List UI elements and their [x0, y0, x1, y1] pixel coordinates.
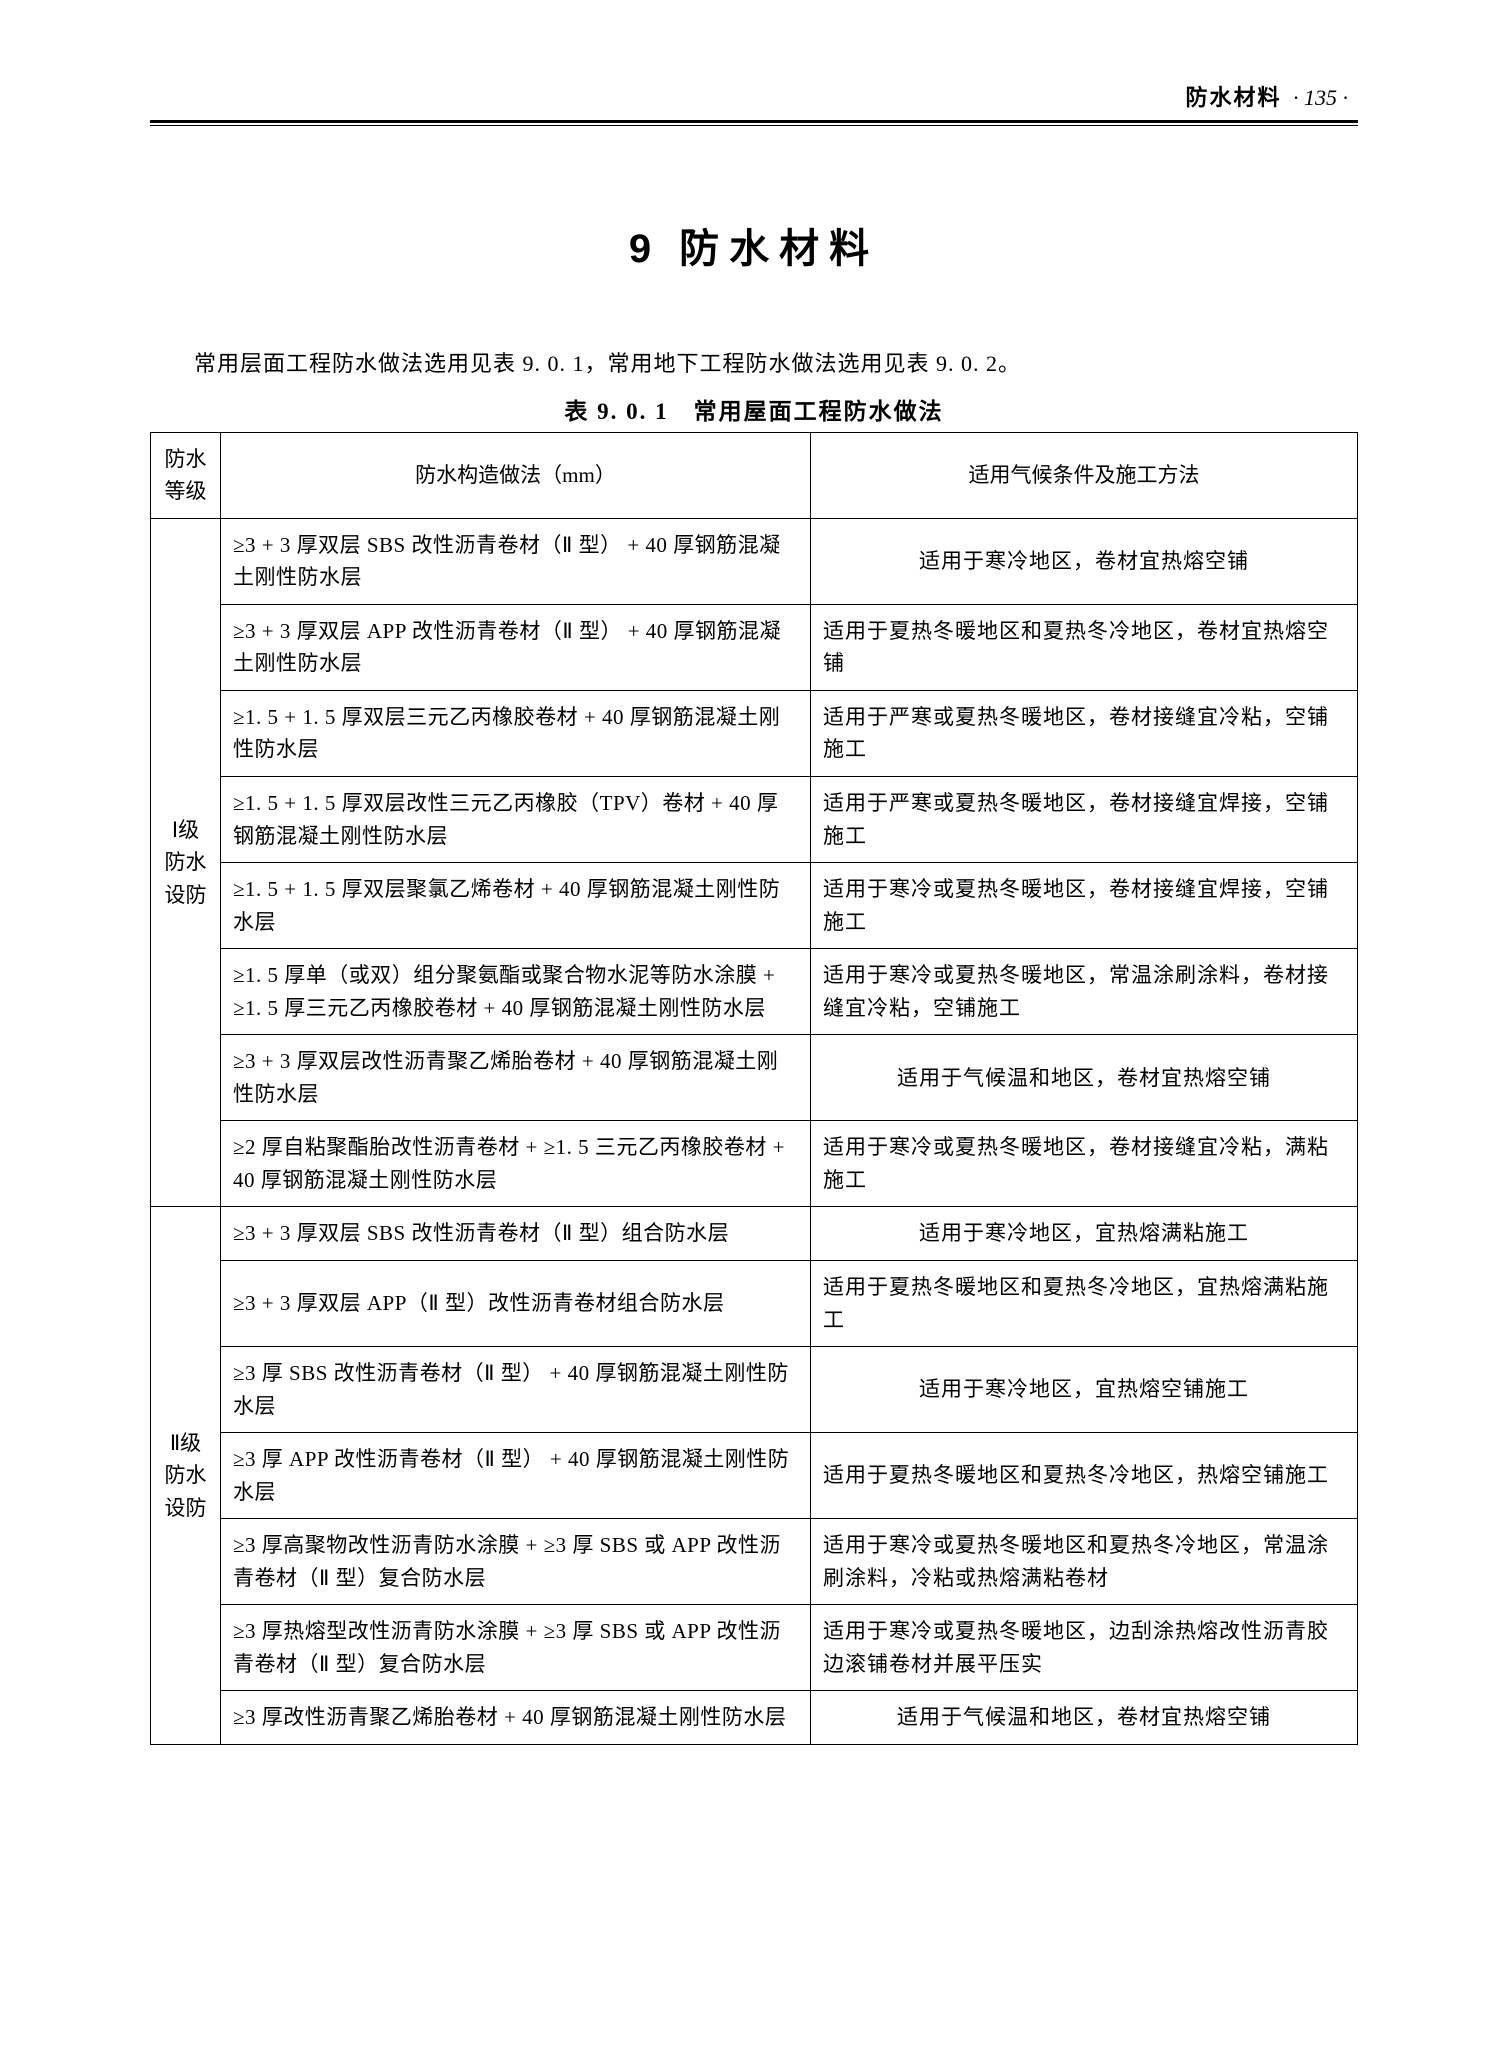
method-cell: ≥3 厚高聚物改性沥青防水涂膜 + ≥3 厚 SBS 或 APP 改性沥青卷材（…	[221, 1519, 811, 1605]
table-row: ≥3 厚高聚物改性沥青防水涂膜 + ≥3 厚 SBS 或 APP 改性沥青卷材（…	[151, 1519, 1358, 1605]
col-header-grade: 防水等级	[151, 432, 221, 518]
table-row: ≥1. 5 厚单（或双）组分聚氨酯或聚合物水泥等防水涂膜 + ≥1. 5 厚三元…	[151, 949, 1358, 1035]
condition-cell: 适用于寒冷地区，卷材宜热熔空铺	[811, 518, 1358, 604]
condition-cell: 适用于寒冷或夏热冬暖地区，卷材接缝宜焊接，空铺施工	[811, 863, 1358, 949]
table-header-row: 防水等级 防水构造做法（mm） 适用气候条件及施工方法	[151, 432, 1358, 518]
waterproof-methods-table: 防水等级 防水构造做法（mm） 适用气候条件及施工方法 Ⅰ级 防水 设防≥3 +…	[150, 432, 1358, 1745]
condition-cell: 适用于严寒或夏热冬暖地区，卷材接缝宜冷粘，空铺施工	[811, 690, 1358, 776]
condition-cell: 适用于寒冷或夏热冬暖地区，常温涂刷涂料，卷材接缝宜冷粘，空铺施工	[811, 949, 1358, 1035]
method-cell: ≥2 厚自粘聚酯胎改性沥青卷材 + ≥1. 5 三元乙丙橡胶卷材 + 40 厚钢…	[221, 1121, 811, 1207]
col-header-method: 防水构造做法（mm）	[221, 432, 811, 518]
condition-cell: 适用于寒冷或夏热冬暖地区和夏热冬冷地区，常温涂刷涂料，冷粘或热熔满粘卷材	[811, 1519, 1358, 1605]
condition-cell: 适用于寒冷或夏热冬暖地区，边刮涂热熔改性沥青胶边滚铺卷材并展平压实	[811, 1605, 1358, 1691]
method-cell: ≥3 厚 APP 改性沥青卷材（Ⅱ 型） + 40 厚钢筋混凝土刚性防水层	[221, 1433, 811, 1519]
table-row: ≥3 + 3 厚双层 APP 改性沥青卷材（Ⅱ 型） + 40 厚钢筋混凝土刚性…	[151, 604, 1358, 690]
table-row: ≥3 厚改性沥青聚乙烯胎卷材 + 40 厚钢筋混凝土刚性防水层适用于气候温和地区…	[151, 1691, 1358, 1745]
method-cell: ≥3 厚 SBS 改性沥青卷材（Ⅱ 型） + 40 厚钢筋混凝土刚性防水层	[221, 1347, 811, 1433]
header-rule	[150, 120, 1358, 126]
condition-cell: 适用于夏热冬暖地区和夏热冬冷地区，热熔空铺施工	[811, 1433, 1358, 1519]
method-cell: ≥1. 5 + 1. 5 厚双层聚氯乙烯卷材 + 40 厚钢筋混凝土刚性防水层	[221, 863, 811, 949]
table-row: Ⅱ级 防水 设防≥3 + 3 厚双层 SBS 改性沥青卷材（Ⅱ 型）组合防水层适…	[151, 1207, 1358, 1261]
col-header-condition: 适用气候条件及施工方法	[811, 432, 1358, 518]
running-head: 防水材料 · 135 ·	[150, 80, 1358, 120]
table-row: ≥3 厚 APP 改性沥青卷材（Ⅱ 型） + 40 厚钢筋混凝土刚性防水层适用于…	[151, 1433, 1358, 1519]
grade-cell: Ⅱ级 防水 设防	[151, 1207, 221, 1745]
table-row: ≥1. 5 + 1. 5 厚双层改性三元乙丙橡胶（TPV）卷材 + 40 厚钢筋…	[151, 776, 1358, 862]
table-row: ≥3 + 3 厚双层 APP（Ⅱ 型）改性沥青卷材组合防水层适用于夏热冬暖地区和…	[151, 1260, 1358, 1346]
condition-cell: 适用于夏热冬暖地区和夏热冬冷地区，宜热熔满粘施工	[811, 1260, 1358, 1346]
intro-paragraph: 常用层面工程防水做法选用见表 9. 0. 1，常用地下工程防水做法选用见表 9.…	[150, 344, 1358, 384]
chapter-number: 9	[629, 227, 651, 271]
condition-cell: 适用于严寒或夏热冬暖地区，卷材接缝宜焊接，空铺施工	[811, 776, 1358, 862]
method-cell: ≥3 + 3 厚双层 APP（Ⅱ 型）改性沥青卷材组合防水层	[221, 1260, 811, 1346]
table-row: ≥1. 5 + 1. 5 厚双层三元乙丙橡胶卷材 + 40 厚钢筋混凝土刚性防水…	[151, 690, 1358, 776]
method-cell: ≥3 厚热熔型改性沥青防水涂膜 + ≥3 厚 SBS 或 APP 改性沥青卷材（…	[221, 1605, 811, 1691]
table-row: ≥1. 5 + 1. 5 厚双层聚氯乙烯卷材 + 40 厚钢筋混凝土刚性防水层适…	[151, 863, 1358, 949]
running-head-page: · 135 ·	[1293, 85, 1348, 110]
table-row: Ⅰ级 防水 设防≥3 + 3 厚双层 SBS 改性沥青卷材（Ⅱ 型） + 40 …	[151, 518, 1358, 604]
method-cell: ≥1. 5 + 1. 5 厚双层改性三元乙丙橡胶（TPV）卷材 + 40 厚钢筋…	[221, 776, 811, 862]
method-cell: ≥3 + 3 厚双层 SBS 改性沥青卷材（Ⅱ 型） + 40 厚钢筋混凝土刚性…	[221, 518, 811, 604]
method-cell: ≥1. 5 + 1. 5 厚双层三元乙丙橡胶卷材 + 40 厚钢筋混凝土刚性防水…	[221, 690, 811, 776]
method-cell: ≥3 + 3 厚双层 SBS 改性沥青卷材（Ⅱ 型）组合防水层	[221, 1207, 811, 1261]
condition-cell: 适用于寒冷地区，宜热熔空铺施工	[811, 1347, 1358, 1433]
table-row: ≥3 厚热熔型改性沥青防水涂膜 + ≥3 厚 SBS 或 APP 改性沥青卷材（…	[151, 1605, 1358, 1691]
condition-cell: 适用于寒冷地区，宜热熔满粘施工	[811, 1207, 1358, 1261]
chapter-name: 防水材料	[679, 226, 879, 271]
chapter-title: 9 防水材料	[150, 216, 1358, 274]
table-row: ≥3 + 3 厚双层改性沥青聚乙烯胎卷材 + 40 厚钢筋混凝土刚性防水层适用于…	[151, 1035, 1358, 1121]
method-cell: ≥3 + 3 厚双层 APP 改性沥青卷材（Ⅱ 型） + 40 厚钢筋混凝土刚性…	[221, 604, 811, 690]
method-cell: ≥3 + 3 厚双层改性沥青聚乙烯胎卷材 + 40 厚钢筋混凝土刚性防水层	[221, 1035, 811, 1121]
table-row: ≥3 厚 SBS 改性沥青卷材（Ⅱ 型） + 40 厚钢筋混凝土刚性防水层适用于…	[151, 1347, 1358, 1433]
condition-cell: 适用于气候温和地区，卷材宜热熔空铺	[811, 1691, 1358, 1745]
table-row: ≥2 厚自粘聚酯胎改性沥青卷材 + ≥1. 5 三元乙丙橡胶卷材 + 40 厚钢…	[151, 1121, 1358, 1207]
condition-cell: 适用于夏热冬暖地区和夏热冬冷地区，卷材宜热熔空铺	[811, 604, 1358, 690]
method-cell: ≥1. 5 厚单（或双）组分聚氨酯或聚合物水泥等防水涂膜 + ≥1. 5 厚三元…	[221, 949, 811, 1035]
condition-cell: 适用于气候温和地区，卷材宜热熔空铺	[811, 1035, 1358, 1121]
grade-cell: Ⅰ级 防水 设防	[151, 518, 221, 1207]
table-caption: 表 9. 0. 1 常用屋面工程防水做法	[150, 392, 1358, 426]
running-head-title: 防水材料	[1185, 85, 1281, 110]
condition-cell: 适用于寒冷或夏热冬暖地区，卷材接缝宜冷粘，满粘施工	[811, 1121, 1358, 1207]
method-cell: ≥3 厚改性沥青聚乙烯胎卷材 + 40 厚钢筋混凝土刚性防水层	[221, 1691, 811, 1745]
